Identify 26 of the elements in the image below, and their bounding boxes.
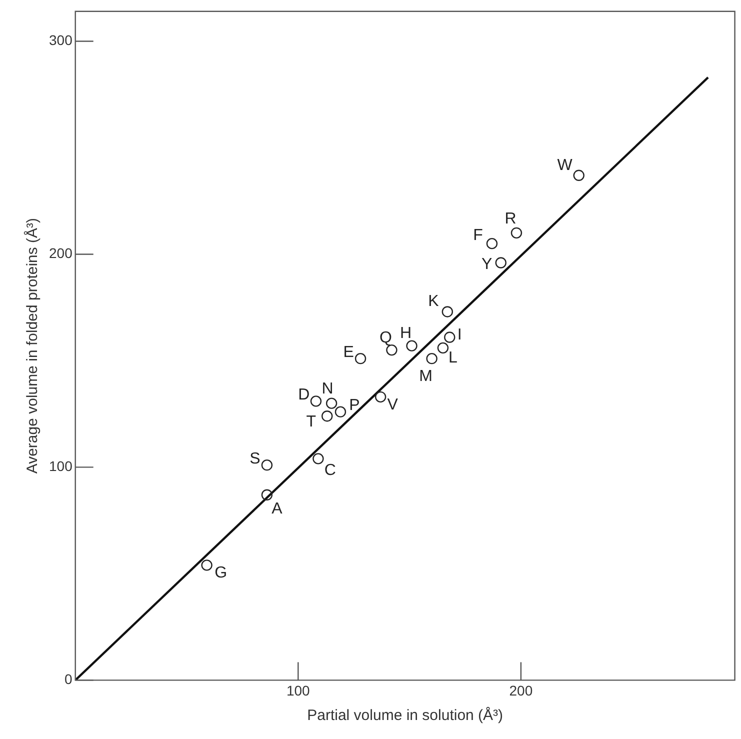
annotation: F <box>473 226 484 244</box>
annotation: R <box>504 210 516 228</box>
annotation: C <box>324 462 336 480</box>
annotation: D <box>298 386 310 404</box>
annotation: K <box>428 293 440 310</box>
annotation: T <box>306 413 316 430</box>
annotation: Q <box>379 329 392 346</box>
y-tick-label: 100 <box>49 458 73 474</box>
y-tick-label: 0 <box>64 671 73 688</box>
annotation: E <box>343 344 354 361</box>
annotation: S <box>250 450 260 468</box>
annotation: H <box>400 325 412 342</box>
annotation: W <box>557 156 574 174</box>
y-tick-label: 200 <box>49 245 73 262</box>
x-axis-title: Partial volume in solution (Å³) <box>307 706 504 724</box>
annotation: L <box>448 349 458 366</box>
y-tick-label: 300 <box>49 32 73 48</box>
annotation: N <box>322 380 334 398</box>
annotation: M <box>419 368 432 385</box>
annotation: Y <box>482 256 493 274</box>
annotation: P <box>349 397 360 414</box>
annotation: V <box>387 396 398 414</box>
annotation: G <box>214 564 228 582</box>
annotation: A <box>272 500 283 518</box>
annotation: I <box>457 326 462 344</box>
y-axis-title: Average volume in folded proteins (Å³) <box>23 218 42 474</box>
